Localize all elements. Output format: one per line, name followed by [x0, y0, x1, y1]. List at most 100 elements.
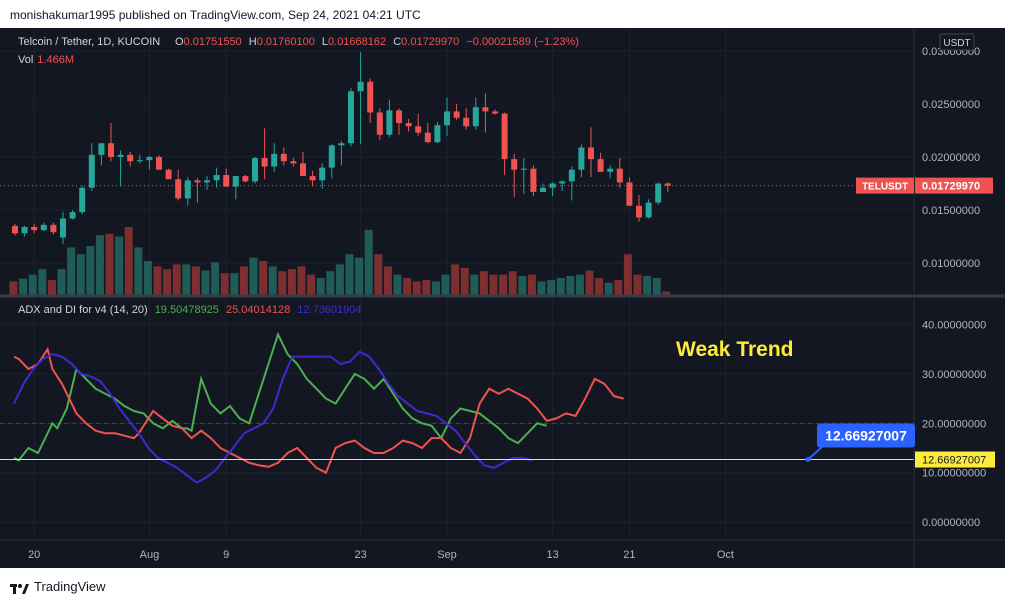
volume-bar	[575, 274, 584, 295]
volume-bar	[268, 266, 277, 295]
candle-body	[79, 187, 86, 213]
threshold-badge	[915, 451, 995, 468]
candle-body	[348, 91, 354, 144]
callout-text: 12.66927007	[825, 428, 907, 444]
candle-body	[405, 123, 412, 127]
time-tick-label: 9	[223, 549, 229, 561]
adx-line	[13, 350, 533, 484]
volume-bar	[355, 257, 364, 295]
price-candles	[12, 52, 671, 244]
currency-badge[interactable]: USDT	[939, 33, 975, 51]
ohlc-legend: O0.01751550 H0.01760100 L0.01668162 C0.0…	[175, 36, 579, 48]
price-tick-label: 0.01000000	[922, 258, 980, 270]
threshold-axis-label: 12.66927007	[915, 451, 995, 468]
candle-body	[434, 125, 441, 143]
indicator-tick-label: 20.00000000	[922, 418, 986, 430]
volume-bar	[470, 274, 479, 295]
volume-bar	[163, 269, 172, 295]
candle-body	[204, 180, 210, 183]
volume-bar	[307, 274, 316, 295]
candle-body	[424, 132, 431, 143]
candle-body	[636, 205, 642, 218]
candle-body	[21, 226, 28, 234]
price-tick-label: 0.02000000	[922, 152, 980, 164]
candle-body	[175, 179, 182, 199]
time-axis[interactable]: 20 Aug 9 23 Sep 13 21 Oct	[28, 549, 734, 561]
candle-body	[453, 111, 460, 118]
volume-bar	[393, 274, 402, 295]
volume-bar	[403, 278, 412, 295]
candle-body	[165, 169, 172, 180]
volume-bar	[595, 278, 604, 295]
volume-bar	[249, 257, 258, 295]
volume-bar	[335, 264, 344, 295]
threshold-callout[interactable]: 12.66927007	[805, 423, 916, 463]
candle-body	[444, 111, 450, 126]
volume-bar	[220, 273, 229, 295]
candle-body	[415, 126, 422, 133]
candle-body	[616, 168, 623, 183]
time-tick-label: Aug	[140, 549, 160, 561]
volume-bar	[451, 264, 460, 295]
volume-bar	[374, 254, 383, 295]
minusdi-line	[13, 346, 624, 475]
candle-body	[396, 110, 402, 124]
tradingview-logo[interactable]: TradingView	[10, 579, 106, 595]
symbol-legend: Telcoin / Tether, 1D, KUCOIN	[18, 36, 160, 48]
candle-body	[540, 187, 546, 192]
volume-bar	[614, 280, 623, 295]
candle-body	[300, 163, 306, 177]
volume-bar	[499, 274, 508, 295]
candle-body	[520, 168, 527, 170]
volume-bar	[518, 275, 527, 295]
indicator-axis[interactable]: 40.00000000 30.00000000 20.00000000 10.0000…	[922, 320, 986, 530]
volume-bar	[537, 281, 546, 295]
volume-bar	[508, 271, 517, 295]
volume-bars	[9, 227, 671, 295]
candle-body	[357, 81, 364, 92]
candle-body	[645, 202, 652, 218]
price-symbol-text: TELUSDT	[862, 182, 908, 193]
time-tick-label: 23	[354, 549, 366, 561]
candle-body	[146, 157, 153, 161]
candle-body	[184, 180, 191, 199]
tradingview-logo-icon	[10, 581, 30, 595]
threshold-badge-text: 12.66927007	[922, 455, 986, 467]
candle-body	[88, 154, 95, 188]
candle-body	[136, 160, 143, 162]
volume-bar	[489, 274, 498, 295]
volume-bar	[259, 261, 268, 295]
time-tick-label: 13	[546, 549, 558, 561]
candle-body	[232, 176, 239, 187]
volume-bar	[182, 264, 191, 295]
volume-bar	[67, 247, 76, 295]
volume-bar	[412, 281, 421, 295]
volume-bar	[191, 266, 200, 295]
tradingview-brand-text: TradingView	[34, 579, 106, 594]
callout-anchor	[805, 457, 811, 463]
price-tick-label: 0.01500000	[922, 205, 980, 217]
candle-body	[511, 159, 518, 170]
volume-bar	[9, 281, 18, 295]
volume-bar	[86, 246, 95, 295]
publisher-header: monishakumar1995 published on TradingVie…	[0, 0, 1012, 28]
volume-bar	[134, 247, 143, 295]
candle-body	[213, 175, 220, 181]
volume-bar	[201, 270, 210, 295]
volume-bar	[95, 235, 104, 295]
candle-body	[578, 147, 585, 170]
candle-body	[69, 212, 76, 219]
trading-chart[interactable]: 0.030000000.025000000.020000000.01500000…	[0, 28, 1012, 570]
weak-trend-annotation: Weak Trend	[676, 338, 794, 361]
indicator-tick-label: 40.00000000	[922, 320, 986, 332]
volume-bar	[316, 278, 325, 295]
volume-bar	[211, 262, 220, 295]
candle-body	[252, 158, 258, 182]
candle-body	[588, 147, 594, 160]
candle-body	[607, 168, 614, 172]
candle-body	[12, 225, 18, 234]
candle-body	[223, 175, 230, 187]
volume-bar	[460, 267, 469, 295]
price-tick-label: 0.02500000	[922, 99, 980, 111]
indicator-tick-label: 0.00000000	[922, 517, 980, 529]
